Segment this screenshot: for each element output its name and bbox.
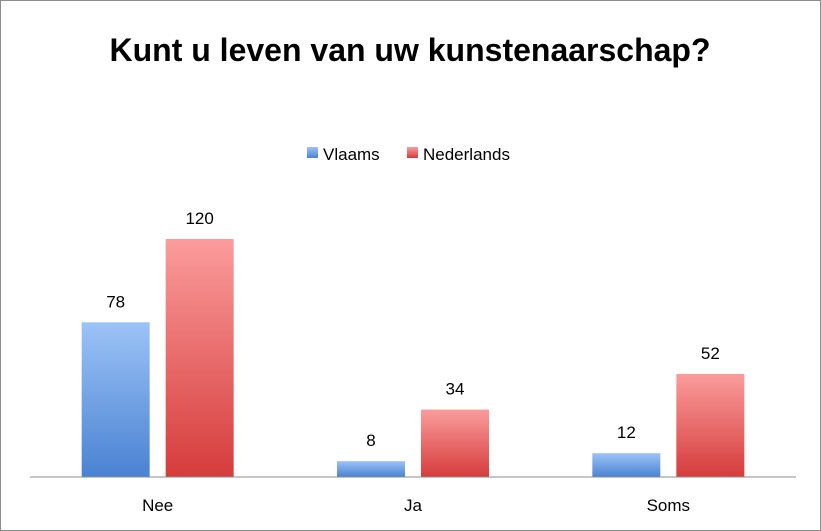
data-label-vlaams-soms: 12 <box>617 423 636 442</box>
legend-label-nederlands: Nederlands <box>423 145 510 164</box>
x-tick-label-nee: Nee <box>142 496 173 515</box>
legend-swatch-nederlands <box>407 147 418 158</box>
data-label-vlaams-nee: 78 <box>106 292 125 311</box>
bar-nederlands-nee <box>165 239 234 477</box>
data-label-nederlands-ja: 34 <box>446 380 465 399</box>
value-labels: 78 120 8 34 12 52 <box>106 209 720 450</box>
x-tick-label-ja: Ja <box>404 496 423 515</box>
category-labels: Nee Ja Soms <box>142 496 690 515</box>
data-label-nederlands-nee: 120 <box>185 209 213 228</box>
data-label-nederlands-soms: 52 <box>701 344 720 363</box>
bar-vlaams-soms <box>592 453 661 477</box>
bars <box>81 239 745 477</box>
chart-title: Kunt u leven van uw kunstenaarschap? <box>109 32 710 68</box>
x-tick-label-soms: Soms <box>647 496 690 515</box>
legend-swatch-vlaams <box>307 147 318 158</box>
bar-vlaams-nee <box>81 322 150 477</box>
bar-nederlands-ja <box>421 409 489 477</box>
data-label-vlaams-ja: 8 <box>366 431 375 450</box>
bar-vlaams-ja <box>337 461 405 477</box>
legend-label-vlaams: Vlaams <box>323 145 380 164</box>
legend: Vlaams Nederlands <box>307 145 510 164</box>
bar-nederlands-soms <box>676 373 745 477</box>
